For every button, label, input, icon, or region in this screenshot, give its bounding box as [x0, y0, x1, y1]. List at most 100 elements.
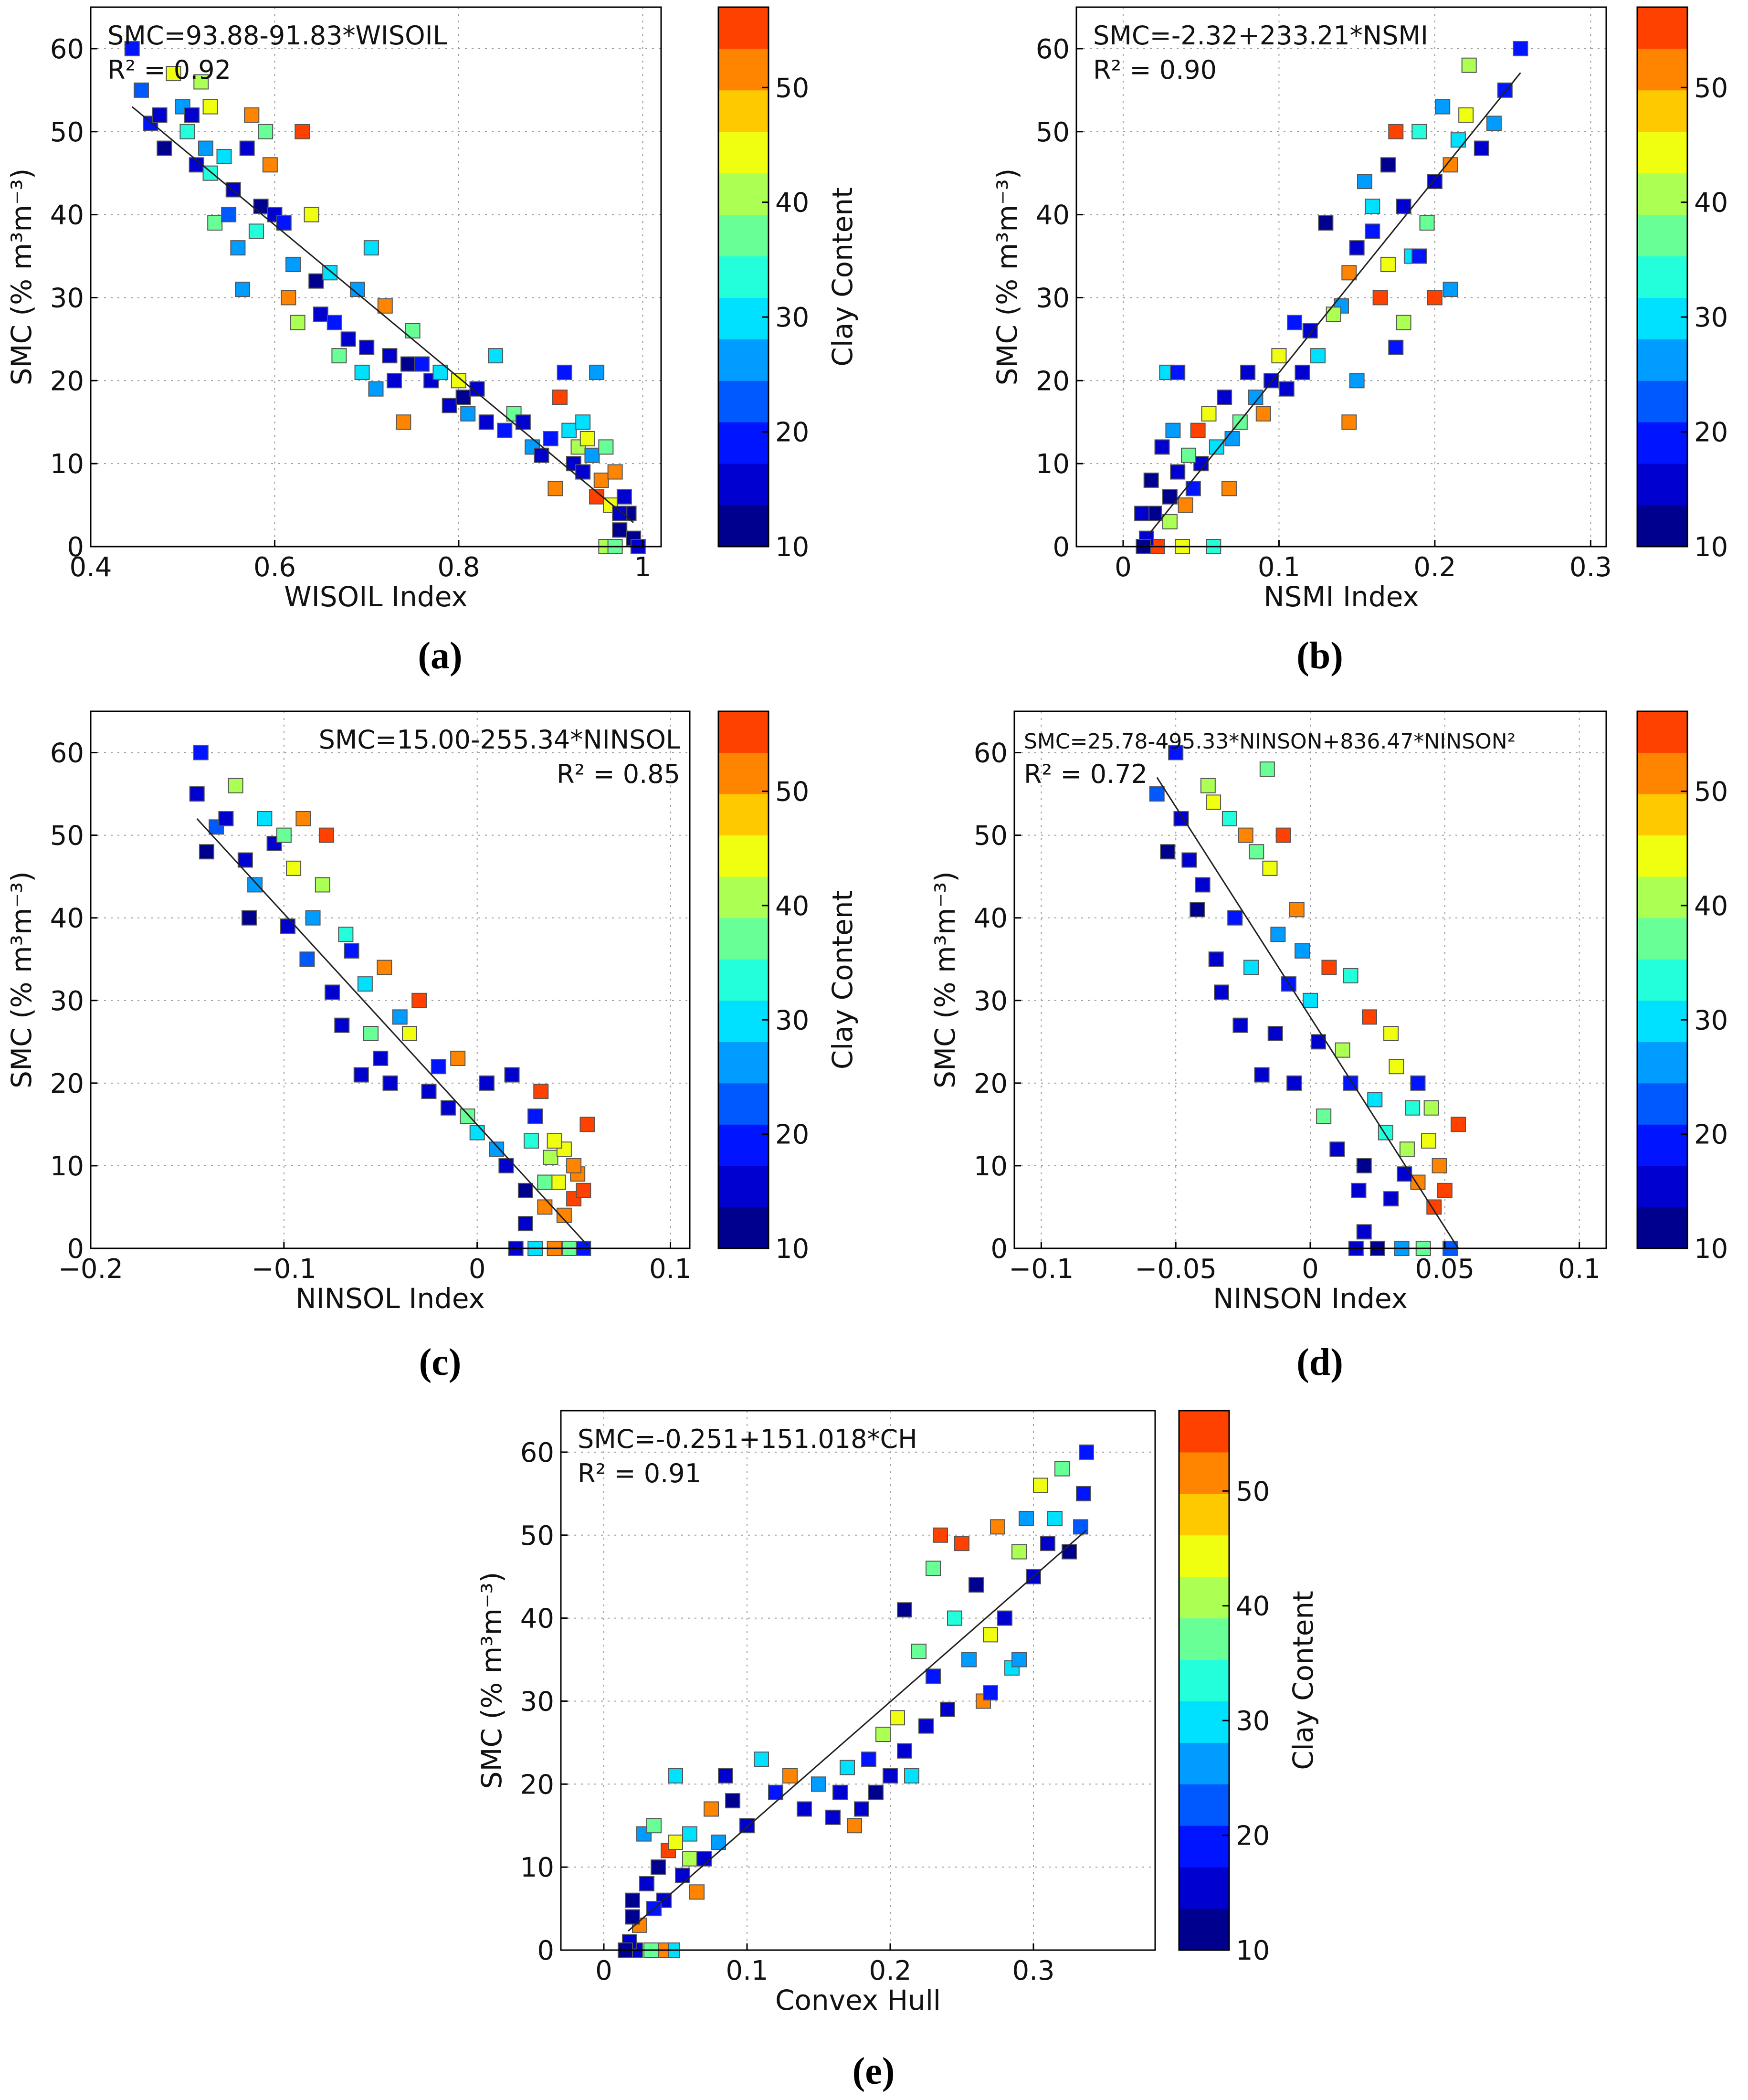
- data-point: [421, 1084, 437, 1099]
- data-point: [281, 290, 296, 306]
- data-point: [318, 827, 334, 843]
- data-point: [1232, 1017, 1248, 1033]
- x-tick-label: 0.3: [1012, 1955, 1054, 1986]
- plot-area: [91, 7, 661, 547]
- colorbar-tick-label: 10: [775, 532, 809, 563]
- data-point: [1165, 422, 1181, 438]
- data-point: [440, 1100, 456, 1116]
- data-point: [498, 1158, 514, 1173]
- data-point: [1209, 439, 1224, 455]
- data-point: [1195, 877, 1211, 893]
- data-point: [1054, 1461, 1070, 1477]
- y-tick-label: 30: [1036, 283, 1070, 314]
- colorbar-segment: [1637, 1083, 1687, 1125]
- data-point: [1208, 951, 1224, 967]
- data-point: [1341, 265, 1357, 281]
- data-point: [1432, 1158, 1447, 1173]
- colorbar-segment: [1179, 1618, 1229, 1660]
- data-point: [414, 356, 430, 372]
- y-tick-label: 50: [50, 821, 84, 852]
- data-point: [607, 464, 623, 480]
- data-point: [334, 1017, 350, 1033]
- data-point: [517, 1182, 533, 1198]
- data-point: [552, 390, 568, 405]
- data-point: [1383, 1191, 1399, 1207]
- colorbar-segment: [1637, 90, 1687, 132]
- data-point: [276, 827, 292, 843]
- data-point: [897, 1743, 912, 1759]
- data-point: [432, 364, 448, 380]
- data-point: [689, 1884, 705, 1900]
- y-tick-label: 30: [520, 1686, 554, 1717]
- y-tick-label: 10: [1036, 449, 1070, 480]
- data-point: [890, 1710, 905, 1726]
- data-point: [575, 464, 591, 480]
- data-point: [625, 1909, 640, 1925]
- data-point: [363, 1026, 379, 1041]
- colorbar-tick-label: 40: [775, 891, 809, 922]
- regression-line: [196, 818, 588, 1246]
- data-point: [537, 1174, 553, 1190]
- data-point: [340, 331, 356, 347]
- data-point: [682, 1826, 697, 1842]
- colorbar-segment: [1179, 1742, 1229, 1784]
- data-point: [668, 1768, 683, 1783]
- data-point: [940, 1701, 955, 1717]
- colorbar-tick-label: 40: [775, 188, 809, 219]
- colorbar-segment: [718, 1124, 769, 1166]
- r-squared-label: R² = 0.92: [107, 55, 231, 85]
- data-point: [1356, 1158, 1372, 1173]
- data-point: [460, 406, 476, 422]
- data-point: [497, 422, 513, 438]
- colorbar-label: Clay Content: [826, 187, 859, 367]
- data-point: [230, 240, 246, 256]
- data-point: [258, 124, 274, 139]
- data-point: [304, 207, 319, 222]
- colorbar-segment: [1179, 1659, 1229, 1701]
- x-axis-label: NINSOL Index: [295, 1282, 485, 1315]
- colorbar-segment: [718, 173, 769, 215]
- data-point: [1238, 827, 1253, 843]
- data-point: [1421, 1133, 1436, 1149]
- data-point: [557, 364, 572, 380]
- data-point: [193, 745, 209, 760]
- colorbar-segment: [718, 214, 769, 257]
- x-tick-label: −0.1: [252, 1254, 316, 1285]
- data-point: [1411, 248, 1427, 264]
- data-point: [1033, 1477, 1048, 1493]
- data-point: [918, 1718, 934, 1734]
- data-point: [1318, 215, 1334, 231]
- data-point: [368, 381, 384, 397]
- colorbar-segment: [1179, 1535, 1229, 1577]
- y-tick-label: 40: [1036, 200, 1070, 231]
- data-point: [489, 1141, 505, 1157]
- data-point: [199, 844, 214, 860]
- data-point: [353, 1067, 369, 1083]
- data-point: [668, 1835, 683, 1850]
- data-point: [547, 1133, 562, 1149]
- data-point: [854, 1801, 869, 1817]
- data-point: [1019, 1511, 1034, 1526]
- data-point: [1302, 323, 1318, 338]
- colorbar-tick-label: 30: [1236, 1706, 1270, 1737]
- y-tick-label: 30: [50, 986, 84, 1017]
- y-tick-label: 50: [974, 821, 1008, 852]
- colorbar-segment: [1637, 505, 1687, 547]
- data-point: [961, 1652, 977, 1667]
- colorbar-segment: [1637, 173, 1687, 215]
- data-point: [1388, 339, 1404, 355]
- data-point: [377, 298, 393, 314]
- data-point: [1380, 256, 1396, 272]
- data-point: [1372, 290, 1388, 306]
- data-point: [216, 148, 232, 164]
- data-point: [1329, 1141, 1345, 1157]
- data-point: [1279, 381, 1295, 397]
- data-point: [725, 1793, 740, 1809]
- colorbar-frame: [1636, 6, 1688, 548]
- data-point: [299, 951, 315, 967]
- data-point: [400, 356, 416, 372]
- data-point: [1254, 1067, 1270, 1083]
- data-point: [1399, 1141, 1415, 1157]
- y-tick-label: 40: [520, 1604, 554, 1635]
- data-point: [1349, 373, 1365, 389]
